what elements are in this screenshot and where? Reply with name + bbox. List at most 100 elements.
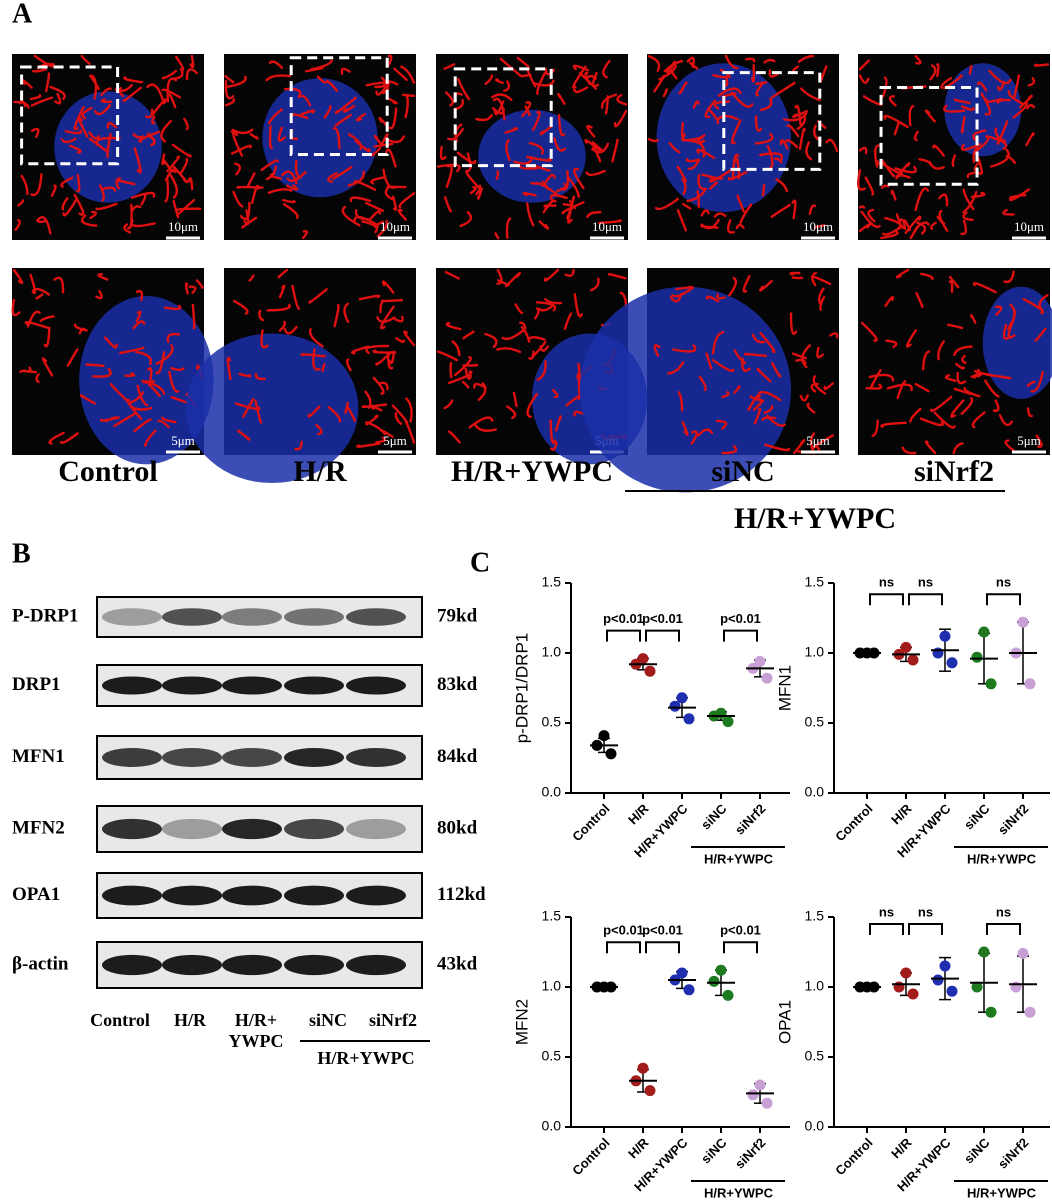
mitochondrion bbox=[611, 138, 619, 163]
mitochondrion bbox=[542, 199, 557, 214]
mitochondrion bbox=[905, 329, 918, 348]
mitochondrion bbox=[93, 103, 112, 116]
mitochondrion bbox=[175, 207, 202, 212]
mitochondrion bbox=[675, 285, 694, 291]
mitochondrion bbox=[522, 191, 537, 197]
mitochondrion bbox=[496, 347, 522, 354]
y-tick-label: 0.5 bbox=[805, 1048, 825, 1064]
mitochondrion bbox=[681, 178, 687, 195]
mitochondrion bbox=[549, 419, 557, 445]
mitochondrion bbox=[64, 129, 82, 135]
mitochondrion bbox=[161, 416, 177, 424]
mitochondrion bbox=[453, 355, 472, 377]
mitochondrion bbox=[345, 358, 352, 372]
data-point bbox=[939, 960, 951, 972]
mitochondrion bbox=[468, 416, 494, 429]
mitochondrion bbox=[226, 356, 232, 381]
mitochondrion bbox=[972, 282, 997, 294]
mitochondrion bbox=[59, 432, 79, 444]
mitochondrion bbox=[733, 385, 741, 394]
mitochondrion bbox=[451, 340, 461, 357]
mitochondrion bbox=[77, 116, 89, 138]
nucleus bbox=[579, 286, 792, 493]
mitochondrion bbox=[448, 370, 473, 385]
mitochondrion bbox=[770, 81, 796, 99]
mitochondrion bbox=[505, 217, 512, 239]
mitochondrion bbox=[132, 133, 144, 139]
mitochondrion bbox=[477, 382, 487, 401]
mitochondrion bbox=[126, 398, 143, 421]
mitochondrion bbox=[48, 431, 65, 445]
scale-label: 10μm bbox=[380, 219, 410, 234]
mitochondrion bbox=[185, 68, 199, 81]
mitochondrion bbox=[277, 268, 289, 279]
y-tick-label: 1.0 bbox=[542, 978, 562, 994]
blot-band bbox=[284, 676, 344, 695]
data-point bbox=[1017, 947, 1029, 959]
mitochondrion bbox=[586, 211, 602, 219]
mitochondrion bbox=[929, 64, 937, 81]
mitochondrion bbox=[938, 193, 949, 207]
mitochondrion bbox=[754, 132, 774, 145]
mitochondrion bbox=[504, 127, 519, 134]
mitochondrion bbox=[998, 414, 1014, 427]
mitochondrion bbox=[914, 55, 922, 65]
comparison-label: ns bbox=[918, 904, 933, 919]
mitochondrion bbox=[281, 198, 296, 204]
mitochondrion bbox=[334, 113, 352, 127]
mitochondrion bbox=[556, 182, 568, 193]
data-point bbox=[1017, 616, 1029, 628]
mitochondrion bbox=[886, 383, 913, 392]
mitochondrion bbox=[445, 164, 453, 188]
mitochondrion bbox=[717, 87, 742, 97]
mitochondrion bbox=[521, 101, 532, 118]
mitochondrion bbox=[33, 54, 55, 68]
mitochondrion bbox=[1027, 77, 1036, 87]
mitochondrion bbox=[234, 402, 261, 411]
zoom-box bbox=[879, 85, 979, 186]
mitochondrion bbox=[268, 60, 284, 69]
x-tick-label: Control bbox=[832, 1135, 875, 1178]
mitochondrion bbox=[385, 148, 397, 168]
mitochondrion bbox=[733, 349, 747, 365]
data-point bbox=[1024, 1006, 1036, 1018]
mitochondrion bbox=[973, 368, 981, 379]
mitochondrion bbox=[707, 107, 720, 125]
comparison-label: p<0.01 bbox=[603, 923, 644, 938]
mitochondrion bbox=[456, 151, 477, 164]
comparison-label: p<0.01 bbox=[603, 611, 644, 626]
mitochondrion bbox=[462, 330, 475, 340]
mitochondrion bbox=[696, 189, 700, 209]
group-bracket-label: H/R+YWPC bbox=[734, 502, 896, 535]
mitochondrion bbox=[867, 208, 876, 223]
mitochondrion bbox=[477, 187, 484, 200]
mitochondrion bbox=[141, 379, 156, 384]
mitochondrion bbox=[742, 275, 751, 293]
comparison-label: p<0.01 bbox=[642, 923, 683, 938]
data-point bbox=[1010, 981, 1022, 993]
mitochondrion bbox=[929, 395, 953, 413]
mitochondrion bbox=[258, 309, 265, 322]
mitochondrion bbox=[254, 399, 263, 424]
comparison-label: p<0.01 bbox=[642, 611, 683, 626]
mitochondrion bbox=[475, 114, 494, 122]
micrograph bbox=[12, 54, 204, 240]
mitochondrion bbox=[881, 76, 888, 98]
x-tick-label: siNC bbox=[961, 801, 993, 833]
mitochondrion bbox=[970, 314, 977, 324]
mitochondrion bbox=[976, 81, 988, 92]
mitochondrion bbox=[992, 399, 1000, 412]
mitochondrion bbox=[672, 344, 697, 353]
mitochondrion bbox=[985, 135, 1008, 151]
comparison-bracket bbox=[606, 629, 641, 642]
mitochondrion bbox=[792, 439, 806, 455]
mitochondrion bbox=[514, 303, 524, 315]
mitochondrion bbox=[584, 71, 591, 85]
mitochondrion bbox=[17, 199, 25, 207]
mitochondrion bbox=[525, 202, 535, 227]
y-tick-label: 1.5 bbox=[542, 908, 562, 924]
mitochondrion bbox=[291, 284, 301, 310]
mitochondrion bbox=[73, 193, 85, 216]
mitochondrion bbox=[755, 82, 764, 97]
mitochondrion bbox=[561, 201, 585, 215]
